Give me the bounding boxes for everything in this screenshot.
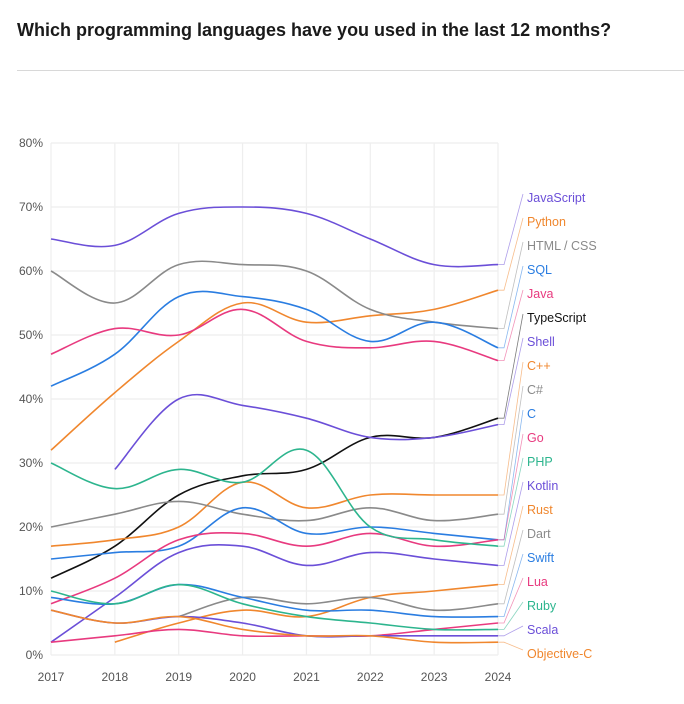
legend-label: HTML / CSS xyxy=(527,239,597,253)
legend-connector xyxy=(498,385,524,515)
legend-connector xyxy=(498,481,524,566)
series-line-objective-c xyxy=(50,609,499,644)
legend-label: C++ xyxy=(527,359,551,373)
legend-connector xyxy=(498,553,524,617)
series-line-kotlin xyxy=(50,543,499,643)
y-tick-label: 70% xyxy=(19,200,43,214)
y-tick-label: 0% xyxy=(26,648,44,662)
legend-connector xyxy=(498,217,524,291)
legend-label: Objective-C xyxy=(527,647,592,661)
legend-label: Lua xyxy=(527,575,548,589)
y-tick-label: 30% xyxy=(19,456,43,470)
legend-label: SQL xyxy=(527,263,552,277)
legend-connector xyxy=(498,289,524,361)
x-tick-label: 2018 xyxy=(102,670,129,684)
legend-connector xyxy=(498,193,524,265)
legend-label: TypeScript xyxy=(527,311,587,325)
y-tick-label: 80% xyxy=(19,136,43,150)
chart-title: Which programming languages have you use… xyxy=(17,20,612,40)
legend-label: Kotlin xyxy=(527,479,558,493)
legend-label: Dart xyxy=(527,527,551,541)
series-line-php xyxy=(50,448,499,547)
series-line-go xyxy=(50,531,499,605)
series-line-html-css xyxy=(50,260,499,330)
x-tick-label: 2020 xyxy=(229,670,256,684)
legend-connector xyxy=(498,641,524,651)
legend-connector xyxy=(498,457,524,547)
x-tick-label: 2017 xyxy=(38,670,65,684)
legend-connector xyxy=(498,433,524,541)
x-axis: 2017 2018 2019 2020 2021 2022 2023 2024 xyxy=(38,670,512,684)
y-tick-label: 20% xyxy=(19,520,43,534)
legend-connector xyxy=(498,529,524,605)
series-line-java xyxy=(50,308,499,362)
legend-connector xyxy=(498,601,524,630)
legend-connector xyxy=(498,241,524,329)
legend-label: Scala xyxy=(527,623,558,637)
series-line-c xyxy=(50,506,499,560)
x-tick-label: 2023 xyxy=(421,670,448,684)
legend-connector xyxy=(498,505,524,585)
legend-label: C xyxy=(527,407,536,421)
series-line-dart xyxy=(178,596,499,618)
x-tick-label: 2024 xyxy=(485,670,512,684)
series-line-swift xyxy=(50,583,499,618)
grid xyxy=(50,142,499,656)
legend-label: Swift xyxy=(527,551,555,565)
y-axis: 0% 10% 20% 30% 40% 50% 60% 70% 80% xyxy=(19,136,43,662)
legend-connector xyxy=(498,361,524,496)
legend-connector xyxy=(498,577,524,624)
series-line-ruby xyxy=(50,583,499,631)
legend-label: JavaScript xyxy=(527,191,586,205)
series-line-javascript xyxy=(50,206,499,268)
series-line-c- xyxy=(50,500,499,528)
series-line-sql xyxy=(50,290,499,387)
legend-label: Java xyxy=(527,287,553,301)
title-divider xyxy=(17,70,684,71)
legend-connector xyxy=(498,337,524,425)
legend-connector xyxy=(498,625,524,637)
y-tick-label: 50% xyxy=(19,328,43,342)
legend-label: PHP xyxy=(527,455,553,469)
legend-label: Rust xyxy=(527,503,553,517)
series-line-typescript xyxy=(50,417,499,579)
legend-label: Go xyxy=(527,431,544,445)
legend-label: Shell xyxy=(527,335,555,349)
series-lines xyxy=(50,206,499,644)
legend-connector xyxy=(498,265,524,349)
series-line-c- xyxy=(50,481,498,547)
series-line-python xyxy=(50,289,499,451)
y-tick-label: 60% xyxy=(19,264,43,278)
legend-label: Ruby xyxy=(527,599,557,613)
legend: JavaScript Python HTML / CSS SQL Java TypeScr… xyxy=(498,191,597,661)
legend-connector xyxy=(498,313,524,419)
x-tick-label: 2022 xyxy=(357,670,384,684)
x-tick-label: 2019 xyxy=(165,670,192,684)
series-line-shell xyxy=(114,393,499,470)
legend-label: C# xyxy=(527,383,543,397)
y-tick-label: 40% xyxy=(19,392,43,406)
legend-label: Python xyxy=(527,215,566,229)
x-tick-label: 2021 xyxy=(293,670,320,684)
y-tick-label: 10% xyxy=(19,584,43,598)
